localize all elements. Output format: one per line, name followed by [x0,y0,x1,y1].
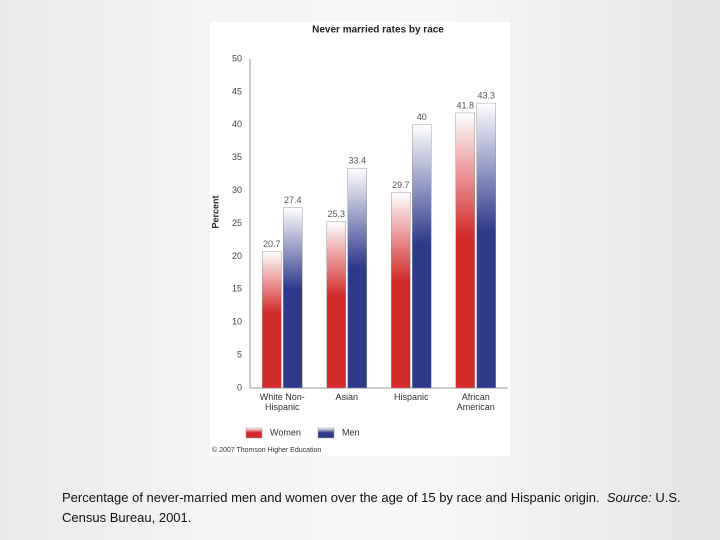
x-tick-label: Hispanic [393,392,429,402]
y-tick-label: 50 [232,53,242,63]
y-axis-label: Percent [210,195,220,228]
bar [391,192,411,389]
y-tick-label: 20 [232,251,242,261]
y-tick-label: 35 [232,152,242,162]
copyright: © 2007 Thomson Higher Education [212,446,321,454]
y-tick-label: 0 [237,382,242,392]
bar [476,102,496,389]
caption-source-label: Source: [606,490,652,505]
legend-label: Men [342,427,360,437]
value-label: 25.3 [327,209,345,219]
bar [455,112,475,389]
legend-swatch [245,427,263,439]
bar [347,167,367,389]
value-label: 20.7 [263,239,281,249]
value-label: 27.4 [284,195,302,205]
value-label: 33.4 [348,156,366,166]
y-tick-label: 15 [232,284,242,294]
x-tick-label-box: Asian [335,392,358,402]
value-label: 43.3 [477,90,495,100]
legend-swatch [317,427,335,439]
y-tick-label: 45 [232,86,242,96]
value-label: 41.8 [456,100,474,110]
chart: Never married rates by race Percent © 20… [210,24,508,454]
caption-source: U.S. Census Bureau, 2001. [62,490,681,525]
bar [412,124,432,389]
x-tick-label: African American [456,392,495,412]
bar [326,221,346,389]
x-tick-label-box: African American [456,392,495,412]
x-tick-label: Asian [335,392,358,402]
bar [283,207,303,389]
bar [262,251,282,389]
y-tick-label: 5 [237,349,242,359]
x-tick-label-box: White Non-Hispanic [259,392,305,412]
value-label: 29.7 [392,180,410,190]
y-tick-label: 30 [232,185,242,195]
y-tick-label: 10 [232,317,242,327]
x-tick-label: White Non-Hispanic [259,392,305,412]
chart-title: Never married rates by race [312,25,444,36]
caption-text: Percentage of never-married men and wome… [62,490,600,505]
x-tick-label-box: Hispanic [393,392,429,402]
caption: Percentage of never-married men and wome… [62,488,702,528]
y-tick-label: 25 [232,218,242,228]
legend-label: Women [270,427,301,437]
value-label: 40 [417,112,427,122]
y-tick-label: 40 [232,119,242,129]
